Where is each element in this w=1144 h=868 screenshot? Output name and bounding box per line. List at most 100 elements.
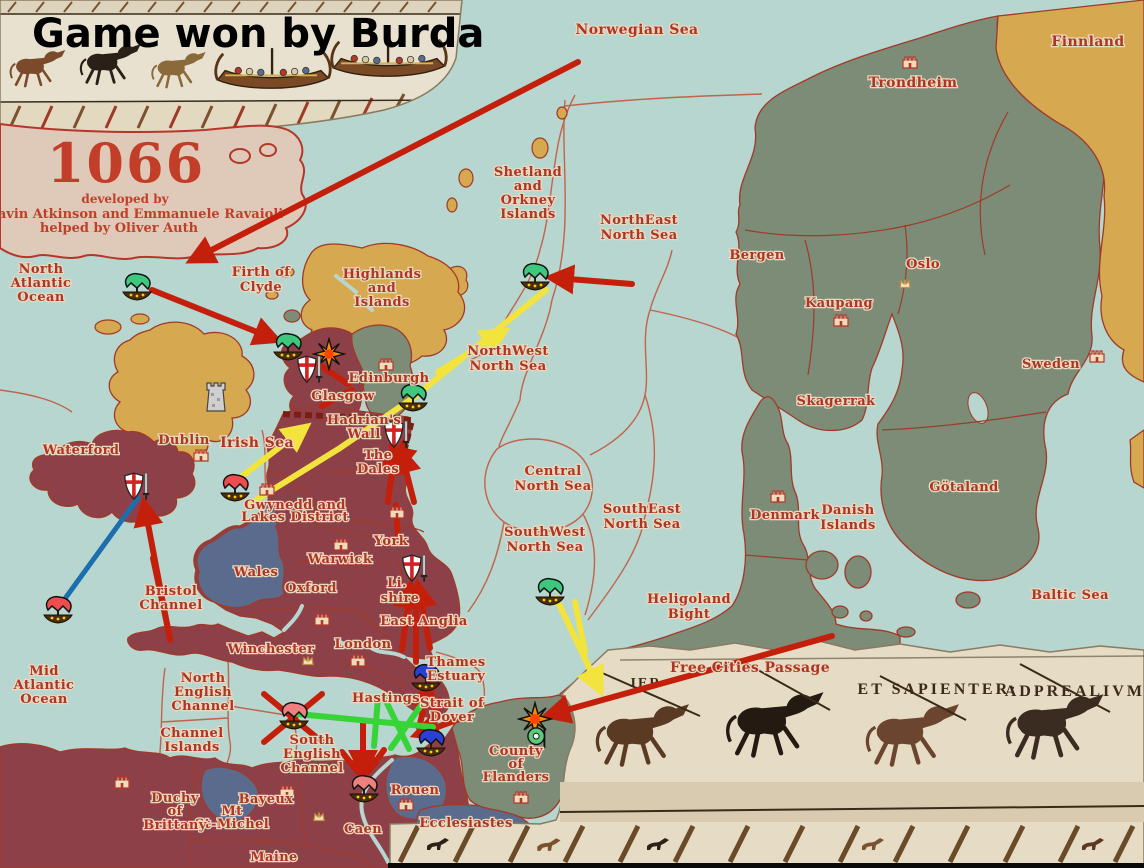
label-hastings: Hastings — [352, 691, 420, 706]
tapestry-horse — [728, 659, 831, 755]
region-england[interactable] — [127, 404, 461, 719]
label-strait-of-dover: Strait of — [420, 696, 485, 711]
banner-title: Game won by Burda — [32, 11, 484, 57]
label-bristol-channel: Channel — [139, 598, 202, 613]
label-winchester: Winchester — [227, 642, 315, 657]
region-mt-st-michel[interactable] — [200, 766, 259, 822]
ship-green[interactable] — [398, 383, 428, 412]
ship-red[interactable] — [43, 595, 73, 624]
label-trondheim: Trondheim — [869, 75, 958, 91]
label-gwynedd: Gwynedd and — [244, 498, 346, 513]
label-waterford: Waterford — [42, 443, 120, 458]
label-caen: Caen — [344, 822, 382, 837]
ship-green[interactable] — [535, 577, 565, 606]
tapestry-horse — [1008, 663, 1111, 757]
tower-icon — [206, 382, 226, 412]
label-free-cities: Free Cities Passage — [670, 660, 830, 676]
region-finnland-south[interactable] — [1129, 429, 1144, 489]
label-heligoland: Heligoland — [647, 592, 731, 607]
label-north-channel: Channel — [171, 699, 234, 714]
label-heligoland: Bight — [668, 607, 710, 622]
ship-red[interactable] — [349, 774, 379, 803]
castle-icon — [350, 654, 366, 667]
label-maine: Maine — [250, 850, 297, 865]
label-south-channel: English — [283, 747, 341, 762]
castle-icon — [902, 56, 918, 69]
tapestry-horse — [597, 671, 701, 765]
label-irish-sea: Irish Sea — [220, 435, 294, 451]
parchment-credits: 1066 developed by Gavin Atkinson and Emm… — [0, 122, 307, 260]
ship-green[interactable] — [520, 262, 550, 291]
label-dublin: Dublin — [158, 433, 210, 448]
crown-icon — [899, 278, 911, 289]
label-firth-of-clyde: Firth of — [232, 265, 291, 280]
map-labels: Norwegian Sea Finnland Trondheim Bergen … — [8, 21, 1125, 867]
castle-icon — [389, 506, 405, 519]
label-north-atlantic: North — [19, 262, 64, 277]
label-oslo: Oslo — [906, 257, 940, 272]
credit-line: Gavin Atkinson and Emmanuele Ravaioli — [0, 207, 283, 222]
castle-icon — [114, 776, 130, 789]
label-brittany: Brittany — [143, 818, 206, 833]
label-baltic-sea: Baltic Sea — [1031, 588, 1109, 603]
credit-line: developed by — [81, 192, 169, 206]
label-hadrians-wall: Wall — [346, 427, 380, 442]
label-southwest-sea: SouthWest — [504, 525, 586, 540]
label-flanders: Flanders — [483, 770, 550, 785]
tapestry-border-strip — [397, 824, 1136, 864]
label-north-channel: English — [174, 685, 232, 700]
parchment-island — [229, 148, 251, 164]
castle-icon — [333, 538, 349, 551]
label-north-atlantic: Ocean — [17, 290, 65, 305]
label-gwynedd: Lakes District — [241, 510, 349, 525]
label-oxford: Oxford — [285, 581, 337, 596]
label-southeast-sea: North Sea — [603, 517, 680, 532]
region-wales[interactable] — [196, 501, 285, 609]
ship-red[interactable] — [279, 701, 309, 730]
label-northwest-sea: North Sea — [469, 359, 546, 374]
label-the-dales: The — [364, 448, 393, 463]
label-strait-of-dover: Dover — [430, 710, 475, 725]
label-glasgow: Glasgow — [311, 389, 375, 404]
label-warwick: Warwick — [307, 552, 373, 567]
label-the-dales: Dales — [357, 462, 399, 477]
label-bristol-channel: Bristol — [145, 584, 198, 599]
ship-green[interactable] — [273, 332, 303, 361]
label-ecclesiastes: Ecclesiastes — [419, 816, 512, 831]
scandinavia-inner-borders — [744, 111, 1047, 431]
label-south-channel: Channel — [280, 761, 343, 776]
label-shetland: Orkney — [501, 193, 556, 208]
castle-icon — [770, 490, 786, 503]
tapestry-latin-left: ET SAPIENTER: — [858, 681, 1019, 698]
ireland-nw-island — [94, 319, 122, 335]
castle-icon — [1089, 350, 1105, 363]
label-flanders: County — [489, 744, 543, 759]
label-channel-islands: Islands — [164, 740, 219, 755]
castle-icon — [193, 449, 209, 462]
ship-blue[interactable] — [416, 728, 446, 757]
label-mid-atlantic: Atlantic — [13, 678, 75, 693]
parchment-island — [259, 143, 277, 157]
castle-icon — [314, 613, 330, 626]
label-south-channel: South — [290, 733, 335, 748]
credit-line: helped by Oliver Auth — [40, 221, 199, 236]
label-shetland: Shetland — [494, 165, 562, 180]
label-northeast-sea: North Sea — [600, 228, 677, 243]
label-danish-islands: Islands — [820, 518, 875, 533]
label-mid-atlantic: Mid — [29, 664, 59, 679]
label-sweden: Sweden — [1022, 357, 1080, 372]
ship-green[interactable] — [122, 272, 152, 301]
label-norwegian-sea: Norwegian Sea — [576, 22, 699, 38]
hebrides-island-2 — [265, 290, 279, 300]
ireland-nw-island-2 — [130, 313, 150, 325]
region-finnland[interactable] — [995, 0, 1144, 383]
danish-islands[interactable] — [805, 550, 981, 638]
label-firth-of-clyde: Clyde — [240, 280, 282, 295]
label-thames-estuary: Thames — [426, 655, 485, 670]
france-inner-borders — [188, 761, 373, 868]
castle-icon — [513, 791, 529, 804]
label-rouen: Rouen — [391, 783, 440, 798]
label-highlands: Islands — [354, 295, 409, 310]
label-highlands: and — [368, 281, 396, 296]
label-highlands: Highlands — [343, 267, 422, 282]
